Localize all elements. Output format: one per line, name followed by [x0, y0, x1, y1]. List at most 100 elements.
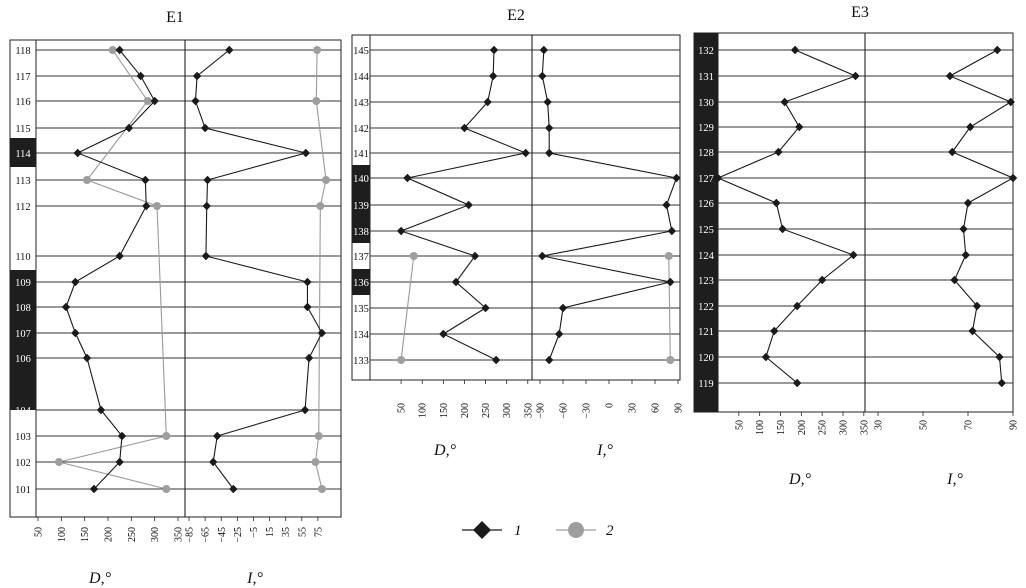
series-1-D-point: [795, 122, 804, 132]
tick-label: 300: [502, 403, 513, 418]
tick-label: 70: [964, 420, 975, 430]
series-2-I-point: [314, 432, 323, 440]
tick-label: 350: [523, 403, 534, 418]
series-1-D-point: [481, 303, 490, 313]
series-1-I-point: [666, 277, 675, 287]
series-1-I-point: [672, 173, 681, 183]
layer-label: 123: [698, 276, 714, 287]
series-1-D-point: [142, 201, 151, 211]
tick-label: 250: [481, 403, 492, 418]
legend-marker-1: [473, 521, 491, 539]
series-1-D-point: [115, 45, 124, 55]
series-1-I-point: [301, 148, 311, 158]
series-1-I-point: [192, 71, 202, 81]
series-2-I-point: [316, 202, 325, 210]
tick-label: 100: [755, 420, 766, 435]
series-1-I-point: [303, 277, 312, 287]
series-1-D-point: [713, 173, 723, 183]
series-1-I-point: [948, 147, 957, 157]
series-1-I-point: [1006, 97, 1015, 107]
layer-label: 115: [15, 124, 30, 135]
series-1-D-point: [124, 123, 134, 133]
series-1-I-point: [229, 484, 238, 494]
layer-label: 118: [15, 46, 30, 57]
series-1-D-point: [89, 484, 99, 494]
layer-label: 114: [15, 149, 31, 160]
layer-label: 127: [698, 174, 714, 185]
legend-label-2: 2: [606, 523, 614, 539]
x-axis-label-D: D,°: [88, 570, 112, 587]
series-1-I-point: [995, 352, 1004, 362]
layer-label: 102: [15, 458, 31, 469]
series-1-D-point: [136, 71, 145, 81]
series-1-I-point: [200, 123, 210, 133]
tick-label: −25: [233, 527, 244, 543]
plot-frame: [9, 39, 342, 518]
series-2-D-point: [162, 485, 171, 493]
layer-label: 137: [353, 252, 369, 263]
tick-label: 30: [628, 403, 639, 413]
tick-label: 30: [874, 420, 885, 430]
series-1-I-line: [194, 49, 323, 490]
tick-label: 75: [313, 527, 324, 537]
series-1-I-point: [191, 96, 200, 106]
series-1-I-point: [538, 71, 547, 81]
tick-label: 35: [281, 527, 292, 537]
series-1-D-point: [483, 97, 492, 107]
layer-label: 145: [353, 46, 369, 57]
series-1-D-point: [849, 250, 858, 260]
series-1-D-point: [460, 123, 469, 133]
series-1-D-point: [489, 45, 499, 55]
series-1-D-point: [71, 328, 80, 338]
series-1-D-point: [96, 405, 106, 415]
series-1-I-point: [667, 226, 677, 236]
plot-frame: [693, 32, 1014, 413]
series-1-D-line: [65, 49, 156, 490]
series-1-D-line: [716, 49, 857, 384]
series-1-D-point: [115, 251, 124, 261]
plot-E2: E2 145 144 143 142 141 140 139 138 137 136 135 134 13…: [351, 7, 685, 459]
tick-label: −90: [536, 403, 547, 419]
layer-label: 138: [353, 227, 369, 238]
layer-label: 119: [698, 379, 713, 390]
tick-label: 150: [439, 403, 450, 418]
layer-label: 139: [353, 201, 369, 212]
series-1-I-point: [201, 251, 211, 261]
layer-label: 129: [698, 123, 714, 134]
series-1-I-point: [202, 201, 211, 211]
series-1-D-point: [780, 97, 789, 107]
tick-label: 150: [776, 420, 787, 435]
layer-label: 108: [15, 303, 31, 314]
dark-layer-block: [10, 138, 36, 167]
x-axis-label-I: I,°: [946, 471, 963, 488]
series-2-D-point: [397, 356, 406, 364]
layer-label: 101: [15, 485, 31, 496]
series-1-I-point: [993, 45, 1002, 55]
series-1-I-point: [959, 224, 968, 234]
layer-label: 113: [15, 176, 30, 187]
series-2-D-point: [55, 458, 63, 466]
series-1-I-point: [303, 302, 312, 312]
x-axis-label-D: D,°: [788, 471, 812, 488]
layer-label: 126: [698, 199, 714, 210]
series-1-I-point: [539, 45, 549, 55]
series-1-I-point: [961, 250, 970, 260]
series-1-D-point: [774, 147, 783, 157]
series-1-D-point: [772, 198, 781, 208]
layer-label: 132: [698, 46, 714, 57]
series-1-I-point: [213, 431, 222, 441]
tick-label: 200: [104, 527, 115, 542]
series-1-I-point: [545, 123, 554, 133]
plot-frame: [351, 34, 681, 381]
layer-label: 110: [15, 252, 30, 263]
series-1-I-point: [997, 378, 1006, 388]
tick-label: 60: [651, 403, 662, 413]
series-1-D-point: [491, 355, 501, 365]
series-1-D-point: [470, 251, 480, 261]
tick-label: 150: [80, 527, 91, 542]
series-1-I-point: [662, 200, 671, 210]
plot-E1: E1 118 117 116 115 114 113 112 110 109 108 107 106 10…: [9, 9, 342, 587]
plot-title: E1: [166, 9, 184, 26]
tick-label: −85: [185, 527, 196, 543]
